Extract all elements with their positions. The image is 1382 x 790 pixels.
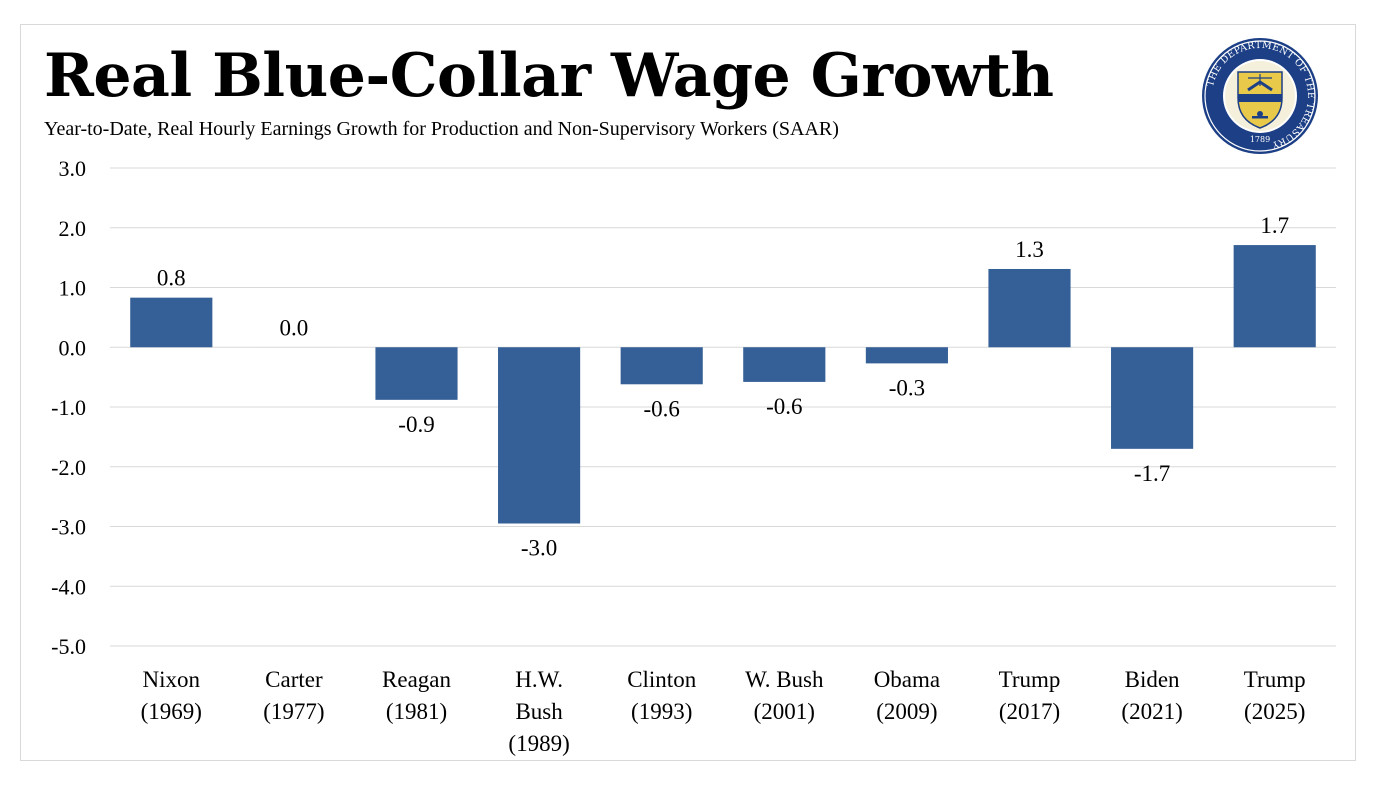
category-label-line: (2017) [999,699,1060,724]
category-label: H.W. Bush (1989) [508,667,569,756]
category-label: Nixon (1969) [141,667,202,724]
bar [375,347,457,400]
bar-value-label: -0.6 [643,396,679,421]
bar-value-label: 0.8 [157,266,186,291]
y-tick-label: -5.0 [51,634,86,659]
bar [1111,347,1193,449]
y-tick-label: -3.0 [51,515,86,540]
category-label-line: (1977) [263,699,324,724]
category-label-line: (2009) [876,699,937,724]
bar [621,347,703,384]
bar-chart: 3.0 2.0 1.0 0.0 -1.0 -2.0 -3.0 -4.0 -5.0 0.8 Nixo… [0,0,1382,790]
category-label: Trump (2025) [1244,667,1306,724]
bar-value-label: 1.7 [1260,213,1289,238]
category-label: Clinton (1993) [627,667,697,724]
category-label-line: Reagan [382,667,451,692]
category-label-line: Trump [1244,667,1306,692]
category-label-line: (1981) [386,699,447,724]
category-label-line: Carter [265,667,323,692]
bar-value-label: -1.7 [1134,461,1170,486]
category-label: Obama (2009) [874,667,940,724]
category-label-line: Clinton [627,667,697,692]
category-label-line: (2001) [754,699,815,724]
bar [743,347,825,382]
category-label-line: Nixon [143,667,201,692]
y-tick-label: -1.0 [51,395,86,420]
bar-value-label: 1.3 [1015,237,1044,262]
category-label-line: Trump [999,667,1061,692]
y-tick-label: 3.0 [59,156,87,181]
category-label: Carter (1977) [263,667,324,724]
bar [988,269,1070,347]
y-tick-label: 2.0 [59,216,87,241]
bar [130,298,212,348]
category-label-line: (1969) [141,699,202,724]
category-label-line: H.W. [515,667,563,692]
category-label: Biden (2021) [1121,667,1182,724]
category-label: Reagan (1981) [382,667,451,724]
category-label: Trump (2017) [999,667,1061,724]
y-tick-label: -2.0 [51,455,86,480]
category-label-line: Bush [515,699,563,724]
y-tick-label: 1.0 [59,276,87,301]
category-label: W. Bush (2001) [745,667,824,724]
bar [1234,245,1316,347]
bar [498,347,580,523]
bar-value-label: -3.0 [521,536,557,561]
category-label-line: W. Bush [745,667,824,692]
bar-value-label: 0.0 [280,315,309,340]
category-label-line: Obama [874,667,940,692]
category-label-line: (2025) [1244,699,1305,724]
category-label-line: (2021) [1121,699,1182,724]
bar-value-label: -0.6 [766,394,802,419]
y-tick-label: 0.0 [59,335,87,360]
y-tick-label: -4.0 [51,574,86,599]
category-label-line: (1989) [508,731,569,756]
bar-value-label: -0.3 [889,375,925,400]
bar-value-label: -0.9 [398,412,434,437]
category-label-line: (1993) [631,699,692,724]
category-label-line: Biden [1125,667,1180,692]
bar [866,347,948,363]
